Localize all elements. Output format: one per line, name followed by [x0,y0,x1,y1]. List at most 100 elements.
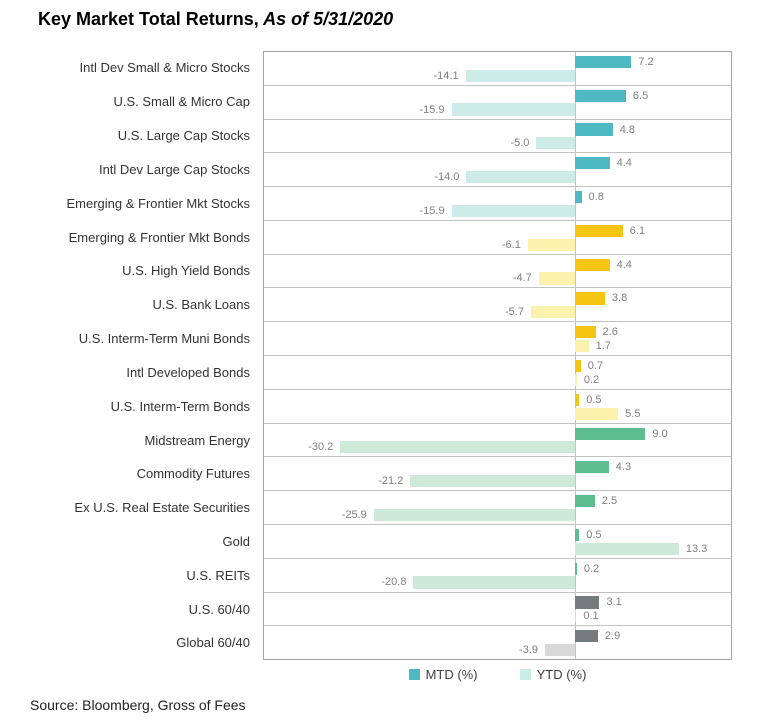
bar-mtd [575,292,605,305]
bar-mtd [575,630,598,643]
bar-mtd [575,427,646,440]
category-label: Global 60/40 [176,635,250,651]
category-label: U.S. Bank Loans [152,297,250,313]
value-label-mtd: 2.6 [602,326,618,339]
value-label-ytd: -14.0 [434,171,460,184]
legend-swatch-mtd-icon [408,669,420,680]
value-label-mtd: 6.5 [632,89,649,102]
plot-row: 2.9 -3.9 [264,626,731,659]
value-label-ytd: 13.3 [685,542,708,555]
bar-ytd [575,339,589,353]
value-label-ytd: -5.7 [505,306,524,319]
bar-ytd [413,576,576,589]
bar-ytd [410,475,576,488]
value-label-mtd: 4.4 [616,258,632,271]
plot-row: 9.0 -30.2 [264,424,731,458]
category-label: Intl Developed Bonds [126,364,250,380]
plot-row: 3.8 -5.7 [264,288,731,323]
legend-swatch-ytd-icon [519,669,531,680]
value-label-ytd: 5.5 [625,407,641,420]
bar-mtd [575,123,613,136]
value-label-ytd: -14.1 [433,69,459,82]
bar-mtd [575,528,580,541]
value-label-mtd: 3.8 [611,292,628,305]
plot-row: 4.3 -21.2 [264,457,731,492]
plot-row: 0.7 0.2 [264,356,731,390]
legend: MTD (%) YTD (%) [263,667,732,682]
bar-ytd [466,171,576,184]
source-text: Source: Bloomberg, Gross of Fees [30,697,246,713]
value-label-mtd: 2.9 [604,630,621,643]
plot-row: 6.1 -6.1 [264,221,731,255]
value-label-mtd: 0.2 [583,562,600,575]
value-label-mtd: 0.8 [588,191,604,204]
value-label-ytd: -15.9 [419,103,445,116]
chart-title-asof: As of 5/31/2020 [258,9,394,29]
plot-row: 2.6 1.7 [264,322,731,357]
value-label-ytd: 0.1 [583,610,599,623]
value-label-ytd: -15.9 [419,204,445,217]
value-label-ytd: 1.7 [595,340,611,352]
bar-ytd [536,137,576,150]
bar-mtd [575,326,596,339]
plot-row: 7.2 -14.1 [264,52,731,86]
value-label-mtd: 0.5 [586,393,602,406]
bar-ytd [544,643,576,657]
legend-item-ytd: YTD (%) [519,667,587,682]
bar-ytd [530,306,576,319]
bar-ytd [575,610,577,623]
legend-label-mtd: MTD (%) [425,667,478,682]
value-label-mtd: 0.7 [587,360,604,373]
category-label: U.S. Interm-Term Bonds [110,398,250,414]
bar-ytd [575,542,679,555]
bar-mtd [575,224,623,237]
value-label-ytd: -6.1 [501,238,521,251]
value-label-ytd: -4.7 [512,272,532,285]
bar-mtd [575,393,580,406]
category-label: U.S. High Yield Bonds [122,263,250,279]
bar-mtd [575,562,577,575]
value-label-ytd: -21.2 [378,475,404,488]
legend-label-ytd: YTD (%) [536,667,587,682]
value-label-ytd: -30.2 [308,441,334,454]
plot-row: 4.4 -14.0 [264,153,731,188]
category-label: Intl Dev Large Cap Stocks [98,161,250,177]
value-label-mtd: 0.5 [586,528,602,541]
bar-ytd [373,508,576,521]
bar-ytd [465,69,576,82]
value-label-mtd: 9.0 [652,427,668,440]
value-label-mtd: 3.1 [606,596,622,609]
bar-ytd [575,373,577,386]
value-label-mtd: 2.5 [601,495,618,508]
value-label-ytd: -3.9 [519,644,538,657]
bar-ytd [527,238,576,251]
bar-ytd [451,204,576,217]
category-label: Ex U.S. Real Estate Securities [74,500,250,516]
chart-title: Key Market Total Returns, As of 5/31/202… [38,9,393,30]
category-label: Gold [222,534,250,549]
plot-row: 4.8 -5.0 [264,120,731,154]
legend-item-mtd: MTD (%) [408,667,478,682]
value-label-mtd: 7.2 [638,55,654,68]
category-label: Intl Dev Small & Micro Stocks [79,60,251,76]
bar-ytd [340,441,576,454]
bar-mtd [575,55,632,69]
plot-row: 0.2 -20.8 [264,559,731,593]
value-label-mtd: 4.3 [615,461,632,474]
bar-mtd [575,461,609,474]
bar-mtd [575,495,595,508]
plot-row: 0.5 13.3 [264,525,731,559]
plot-row: 3.1 0.1 [264,593,731,627]
category-label: Midstream Energy [144,432,250,448]
plot-row: 4.4 -4.7 [264,255,731,289]
value-label-ytd: 0.2 [583,373,600,386]
plot-row: 2.5 -25.9 [264,491,731,525]
category-label: Commodity Futures [136,466,250,482]
value-label-mtd: 4.4 [616,157,632,170]
bar-mtd [575,596,600,609]
value-label-mtd: 4.8 [619,123,635,136]
category-label: Emerging & Frontier Mkt Bonds [68,229,250,245]
chart-title-main: Key Market Total Returns, [38,9,259,29]
category-label: Emerging & Frontier Mkt Stocks [66,195,251,211]
